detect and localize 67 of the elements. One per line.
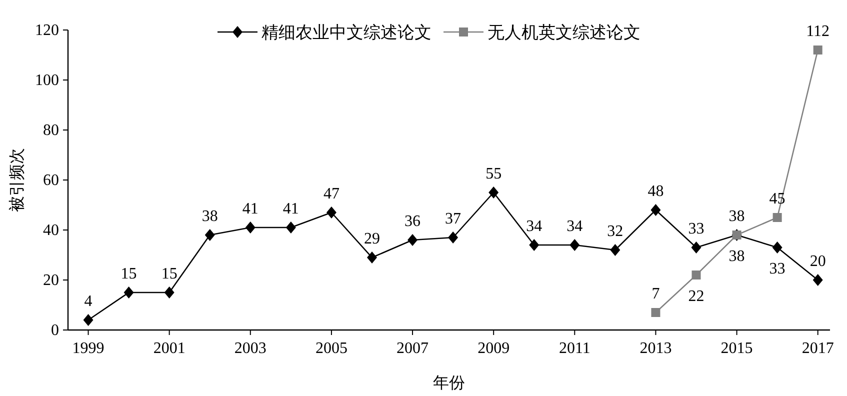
point xyxy=(772,242,782,254)
point xyxy=(366,252,377,264)
data-label: 32 xyxy=(607,223,624,240)
x-tick-label: 2005 xyxy=(315,340,348,357)
x-tick-label: 2015 xyxy=(720,340,753,357)
x-axis-title: 年份 xyxy=(433,375,465,392)
point xyxy=(610,244,620,256)
data-label: 41 xyxy=(242,200,258,218)
data-label: 37 xyxy=(445,210,462,228)
y-tick-label: 120 xyxy=(35,22,59,39)
data-label: 55 xyxy=(486,166,502,182)
y-tick-label: 20 xyxy=(43,272,59,289)
point xyxy=(83,314,94,326)
point xyxy=(164,286,174,298)
x-tick-label: 2009 xyxy=(478,340,510,357)
data-label: 33 xyxy=(769,260,786,278)
point xyxy=(488,186,499,198)
x-tick-label: 2003 xyxy=(234,340,266,357)
legend-label: 精细农业中文综述论文 xyxy=(262,23,432,42)
x-tick-label: 2013 xyxy=(640,340,672,357)
point xyxy=(570,239,580,251)
y-tick-label: 40 xyxy=(43,222,59,239)
data-label: 33 xyxy=(688,220,704,238)
data-label: 20 xyxy=(810,253,826,270)
x-tick-label: 1999 xyxy=(72,340,104,357)
point xyxy=(813,46,822,54)
point xyxy=(326,206,336,218)
point xyxy=(692,270,701,280)
data-label: 41 xyxy=(282,200,299,218)
data-label: 38 xyxy=(728,248,745,265)
y-tick-label: 80 xyxy=(43,122,59,139)
point xyxy=(124,286,134,298)
point xyxy=(286,222,296,234)
point xyxy=(651,308,660,317)
data-label: 15 xyxy=(120,266,137,282)
point xyxy=(772,213,782,222)
point xyxy=(245,222,256,234)
data-label: 15 xyxy=(161,266,178,282)
y-axis-title: 被引频次 xyxy=(8,148,26,212)
point xyxy=(529,239,540,251)
y-tick-label: 100 xyxy=(35,72,59,89)
point xyxy=(448,232,458,244)
data-label: 47 xyxy=(323,186,340,202)
data-label: 7 xyxy=(652,286,660,302)
data-label: 48 xyxy=(648,183,664,200)
x-tick-label: 2001 xyxy=(153,340,186,357)
x-tick-label: 2007 xyxy=(396,340,429,357)
x-tick-label: 2017 xyxy=(802,340,834,357)
data-label: 36 xyxy=(404,213,421,230)
x-tick-label: 2011 xyxy=(558,340,590,357)
point xyxy=(650,204,661,216)
y-tick-label: 60 xyxy=(43,172,59,189)
data-label: 34 xyxy=(566,218,583,235)
data-label: 34 xyxy=(526,218,542,235)
data-label: 38 xyxy=(728,208,745,225)
data-label: 22 xyxy=(688,288,704,305)
data-label: 112 xyxy=(806,23,830,40)
point xyxy=(408,234,418,246)
y-tick-label: 0 xyxy=(51,322,59,339)
data-label: 38 xyxy=(202,208,218,225)
data-label: 4 xyxy=(84,293,92,310)
data-label: 29 xyxy=(364,230,380,248)
point xyxy=(204,229,215,241)
point xyxy=(812,274,823,286)
point xyxy=(691,242,702,254)
data-label: 45 xyxy=(769,190,786,208)
legend-label: 无人机英文综述论文 xyxy=(488,23,640,42)
